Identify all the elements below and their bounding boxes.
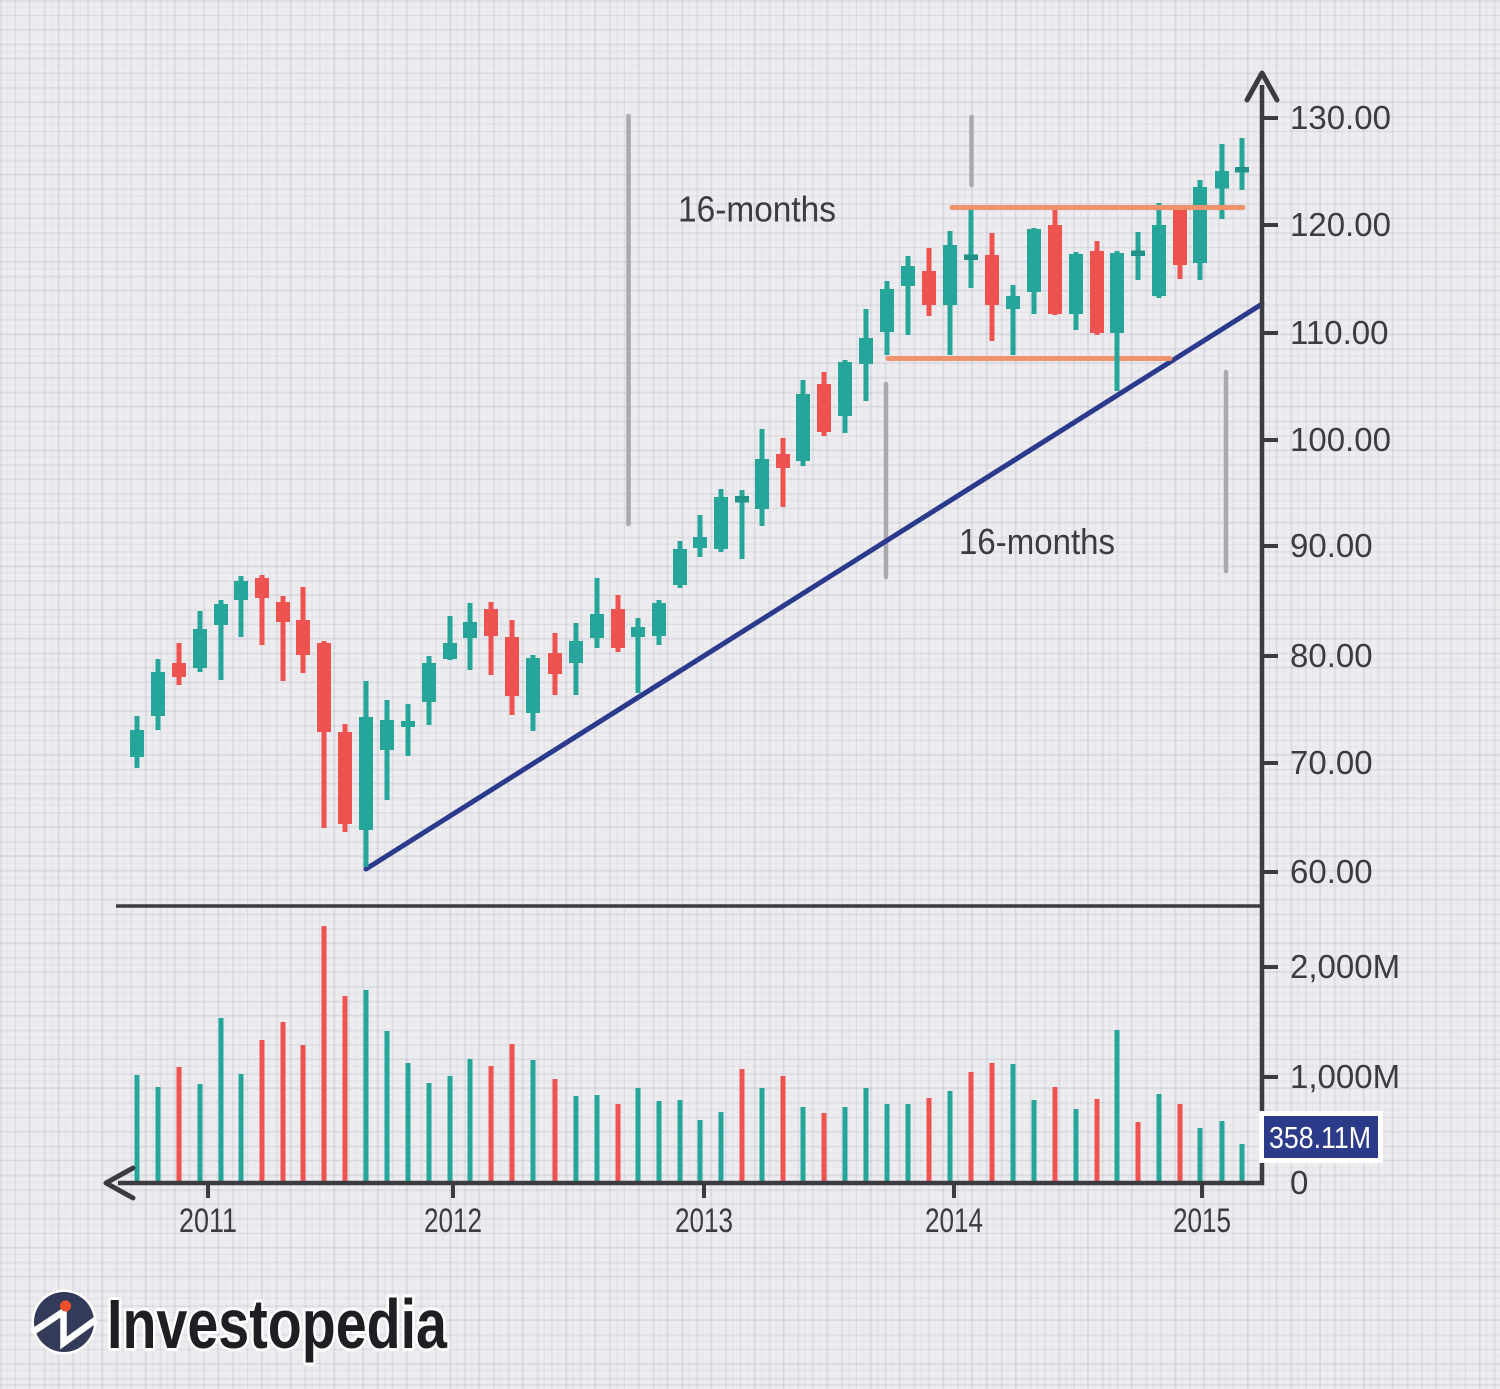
svg-text:2012: 2012: [424, 1202, 482, 1240]
svg-text:80.00: 80.00: [1290, 637, 1373, 674]
svg-text:2013: 2013: [675, 1202, 733, 1240]
svg-text:2015: 2015: [1173, 1202, 1231, 1240]
svg-text:90.00: 90.00: [1290, 527, 1373, 564]
svg-text:2014: 2014: [925, 1202, 983, 1240]
svg-text:16-months: 16-months: [959, 521, 1115, 562]
svg-text:Investopedia: Investopedia: [107, 1285, 448, 1363]
svg-text:1,000M: 1,000M: [1290, 1058, 1400, 1095]
svg-text:Investopedia: Investopedia: [107, 1285, 448, 1363]
svg-text:100.00: 100.00: [1290, 421, 1391, 458]
svg-text:130.00: 130.00: [1290, 99, 1391, 136]
svg-text:2011: 2011: [179, 1202, 237, 1240]
svg-text:60.00: 60.00: [1290, 853, 1373, 890]
svg-text:16-months: 16-months: [678, 189, 836, 230]
svg-text:0: 0: [1290, 1164, 1308, 1201]
svg-text:2,000M: 2,000M: [1290, 948, 1400, 985]
svg-text:70.00: 70.00: [1290, 744, 1373, 781]
svg-text:110.00: 110.00: [1290, 314, 1388, 351]
svg-text:358.11M: 358.11M: [1269, 1120, 1371, 1155]
svg-text:120.00: 120.00: [1290, 206, 1391, 243]
